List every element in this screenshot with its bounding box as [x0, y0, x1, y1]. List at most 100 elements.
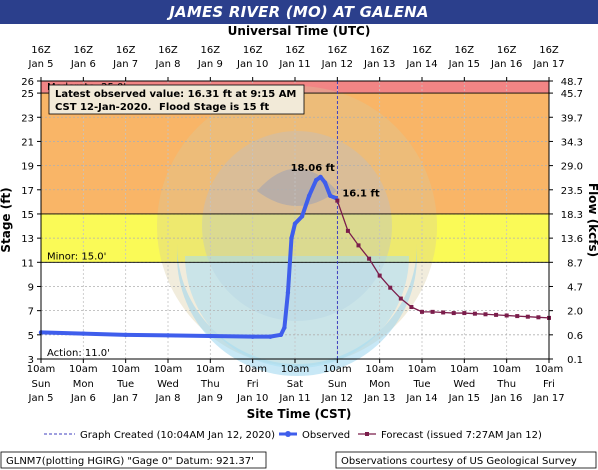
top-tick-date: Jan 10 [236, 59, 268, 70]
top-tick-date: Jan 11 [278, 59, 310, 70]
left-tick-label: 15 [21, 210, 34, 221]
left-tick-label: 13 [21, 234, 34, 245]
top-tick-date: Jan 6 [70, 59, 96, 70]
top-tick-label: 16Z [370, 45, 390, 56]
bottom-tick-time: 10am [408, 364, 437, 375]
bottom-tick-time: 10am [492, 364, 521, 375]
forecast-point [420, 309, 424, 314]
top-tick-date: Jan 13 [363, 59, 395, 70]
top-tick-label: 16Z [497, 45, 517, 56]
right-tick-label: 39.7 [561, 113, 583, 124]
bottom-tick-day: Thu [200, 379, 220, 390]
bottom-tick-date: Jan 10 [236, 393, 268, 404]
top-tick-label: 16Z [31, 45, 51, 56]
footer-datum: GLNM7(plotting HGIRG) "Gage 0" Datum: 92… [6, 456, 254, 467]
left-tick-label: 25 [21, 89, 34, 100]
bottom-tick-time: 10am [281, 364, 310, 375]
bottom-tick-date: Jan 5 [28, 393, 54, 404]
info-box-flood-stage: Flood Stage is 15 ft [159, 102, 269, 113]
top-tick-date: Jan 12 [321, 59, 353, 70]
forecast-point [462, 311, 467, 316]
right-axis-title: Flow (kcfs) [586, 183, 598, 257]
annotation-label: 16.1 ft [342, 189, 380, 200]
bottom-tick-time: 10am [154, 364, 183, 375]
top-tick-date: Jan 17 [532, 59, 564, 70]
info-box-latest: Latest observed value: 16.31 ft at 9:15 … [55, 89, 296, 100]
legend: Graph Created (10:04AM Jan 12, 2020) Obse… [44, 430, 542, 441]
observed-point [318, 174, 323, 180]
observed-point [250, 334, 255, 339]
chart-title: JAMES RIVER (MO) AT GALENA [169, 3, 429, 21]
bottom-tick-date: Jan 8 [155, 393, 181, 404]
top-tick-label: 16Z [412, 45, 432, 56]
bottom-tick-day: Sun [328, 379, 347, 390]
annotation-label: 18.06 ft [291, 163, 335, 174]
top-tick-date: Jan 16 [490, 59, 522, 70]
observed-point [268, 334, 273, 339]
footer-left-box [0, 451, 267, 469]
observed-point [289, 235, 294, 241]
legend-created-label: Graph Created (10:04AM Jan 12, 2020) [80, 430, 275, 441]
top-tick-label: 16Z [116, 45, 136, 56]
forecast-point [451, 311, 456, 316]
forecast-point [472, 311, 477, 316]
bottom-tick-date: Jan 12 [321, 393, 353, 404]
bottom-tick-time: 10am [196, 364, 225, 375]
left-tick-label: 19 [21, 162, 34, 173]
observed-point [81, 331, 86, 336]
info-box [48, 84, 305, 115]
legend-observed-label: Observed [302, 430, 350, 441]
seal-lower-half [185, 256, 409, 368]
bottom-tick-date: Jan 16 [490, 393, 522, 404]
footer: GLNM7(plotting HGIRG) "Gage 0" Datum: 92… [0, 451, 597, 469]
bottom-tick-time: 10am [535, 364, 564, 375]
bottom-tick-time: 10am [323, 364, 352, 375]
noaa-seal-watermark [157, 86, 437, 376]
bottom-tick-time: 10am [69, 364, 98, 375]
forecast-point [377, 273, 382, 278]
forecast-point [441, 310, 446, 315]
top-tick-date: Jan 14 [405, 59, 437, 70]
bottom-tick-day: Wed [453, 379, 475, 390]
bottom-tick-date: Jan 7 [112, 393, 138, 404]
forecast-point [504, 313, 509, 318]
forecast-point [525, 314, 530, 319]
bottom-tick-time: 10am [450, 364, 479, 375]
right-tick-label: 4.7 [567, 282, 583, 293]
observed-point [278, 332, 284, 338]
left-tick-label: 17 [21, 186, 34, 197]
bottom-tick-day: Tue [116, 379, 134, 390]
bottom-tick-day: Mon [369, 379, 390, 390]
bottom-tick-date: Jan 11 [278, 393, 310, 404]
top-tick-date: Jan 7 [112, 59, 138, 70]
forecast-point [483, 312, 488, 317]
right-tick-label: 29.0 [561, 162, 583, 173]
bottom-tick-time: 10am [27, 364, 56, 375]
right-tick-label: 45.7 [561, 89, 583, 100]
right-tick-label: 2.0 [567, 307, 583, 318]
bottom-tick-time: 10am [365, 364, 394, 375]
bottom-tick-time: 10am [111, 364, 140, 375]
bottom-tick-day: Tue [412, 379, 430, 390]
right-tick-label: 18.3 [561, 210, 583, 221]
left-tick-label: 21 [21, 137, 34, 148]
left-tick-label: 3 [28, 355, 34, 366]
bottom-tick-day: Sun [31, 379, 50, 390]
bottom-tick-date: Jan 17 [532, 393, 564, 404]
forecast-point [515, 314, 520, 319]
top-tick-label: 16Z [243, 45, 263, 56]
observed-point [285, 290, 291, 295]
observed-point [292, 221, 298, 226]
band-label-action: Action: 11.0' [47, 348, 110, 359]
left-tick-label: 5 [28, 331, 34, 342]
observed-point [282, 325, 287, 330]
bottom-tick-day: Wed [157, 379, 179, 390]
bottom-tick-date: Jan 13 [363, 393, 395, 404]
forecast-point [356, 243, 361, 248]
top-tick-date: Jan 8 [155, 59, 181, 70]
right-tick-label: 0.1 [567, 355, 583, 366]
right-tick-label: 48.7 [561, 77, 583, 88]
top-tick-date: Jan 5 [28, 59, 54, 70]
legend-forecast-label: Forecast (issued 7:27AM Jan 12) [381, 430, 542, 441]
left-tick-label: 26 [21, 77, 34, 88]
